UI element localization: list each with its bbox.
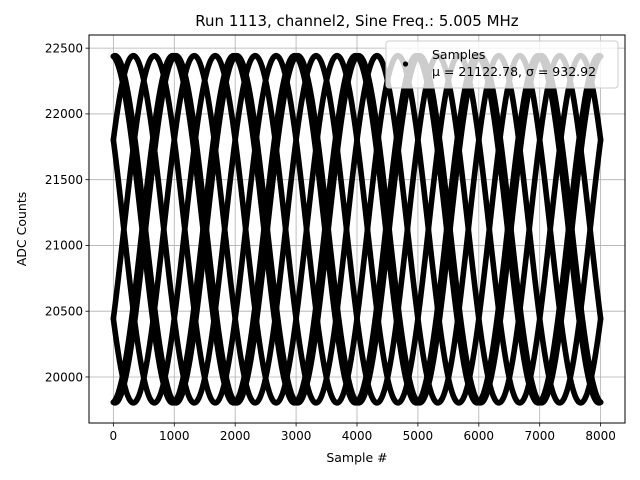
y-tick-label: 22500 [45,41,83,55]
legend-box [385,40,619,89]
chart-title: Run 1113, channel2, Sine Freq.: 5.005 MH… [195,12,519,30]
x-axis-ticks: 0 1000 2000 3000 4000 5000 6000 7000 8000 [110,423,616,443]
x-tick-label: 2000 [220,429,251,443]
x-tick-label: 7000 [524,429,555,443]
y-tick-label: 20500 [45,305,83,319]
y-axis-ticks: 20000 20500 21000 21500 22000 22500 [45,41,89,384]
x-tick-label: 5000 [403,429,434,443]
x-tick-label: 1000 [159,429,190,443]
legend: Samples μ = 21122.78, σ = 932.92 [385,40,619,89]
y-tick-label: 21500 [45,173,83,187]
plot-data [110,52,604,406]
y-axis-label: ADC Counts [14,192,29,267]
y-tick-label: 21000 [45,239,83,253]
legend-label: Samples [432,47,485,62]
y-tick-label: 22000 [45,107,83,121]
y-tick-label: 20000 [45,370,83,384]
sample-trace [110,52,604,406]
x-tick-label: 0 [110,429,118,443]
legend-stats: μ = 21122.78, σ = 932.92 [432,64,596,79]
x-tick-label: 8000 [585,429,616,443]
x-tick-label: 6000 [464,429,495,443]
x-tick-label: 3000 [281,429,312,443]
legend-marker [402,61,409,67]
sample-trace [110,52,604,406]
x-tick-label: 4000 [342,429,373,443]
x-axis-label: Sample # [326,450,387,465]
